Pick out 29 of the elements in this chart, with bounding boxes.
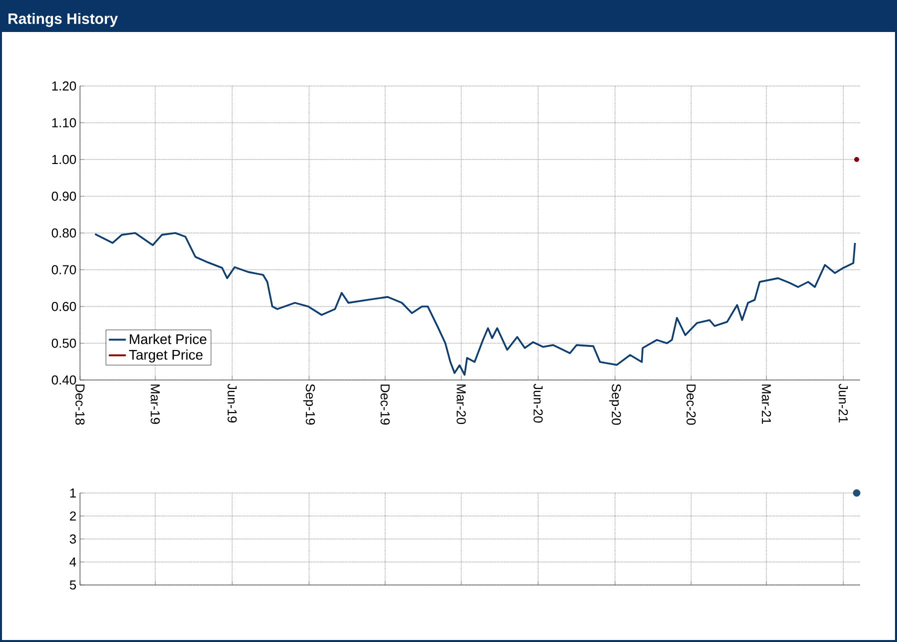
y-tick-label: 0.40 <box>52 375 76 385</box>
y-tick-label: 1 <box>70 488 76 498</box>
x-tick-label: Sep-19 <box>303 384 315 425</box>
y-tick-label: 1.20 <box>52 81 76 91</box>
y-tick-label: 2 <box>70 511 76 521</box>
x-tick-label: Dec-20 <box>686 384 696 425</box>
x-tick-label: Jun-19 <box>228 384 237 422</box>
y-tick-label: 5 <box>70 580 76 590</box>
y-tick-label: 1.00 <box>52 154 76 164</box>
line-series <box>94 232 856 376</box>
x-tick-label: Jun-20 <box>534 384 543 423</box>
y-tick-label: 1.10 <box>52 118 76 128</box>
y-tick-label: 3 <box>70 534 76 544</box>
x-tick-label: Mar-21 <box>762 384 771 424</box>
legend-label: Target Price <box>129 349 203 362</box>
y-tick-label: 0.80 <box>52 228 76 238</box>
y-tick-label: 0.60 <box>52 302 76 312</box>
x-tick-label: Mar-19 <box>150 384 160 424</box>
x-tick-label: Jun-21 <box>838 384 848 422</box>
x-tick-label: Dec-18 <box>75 384 85 425</box>
x-tick-label: Mar-20 <box>456 384 466 424</box>
y-tick-label: 0.90 <box>52 192 76 201</box>
x-tick-label: Dec-19 <box>380 384 390 425</box>
y-tick-label: 4 <box>70 558 76 566</box>
legend-label: Market Price <box>130 334 206 344</box>
y-tick-label: 0.50 <box>52 338 76 348</box>
x-tick-label: Sep-20 <box>609 384 621 425</box>
y-tick-label: 0.70 <box>52 265 76 274</box>
chart-title: Ratings History <box>8 12 118 27</box>
